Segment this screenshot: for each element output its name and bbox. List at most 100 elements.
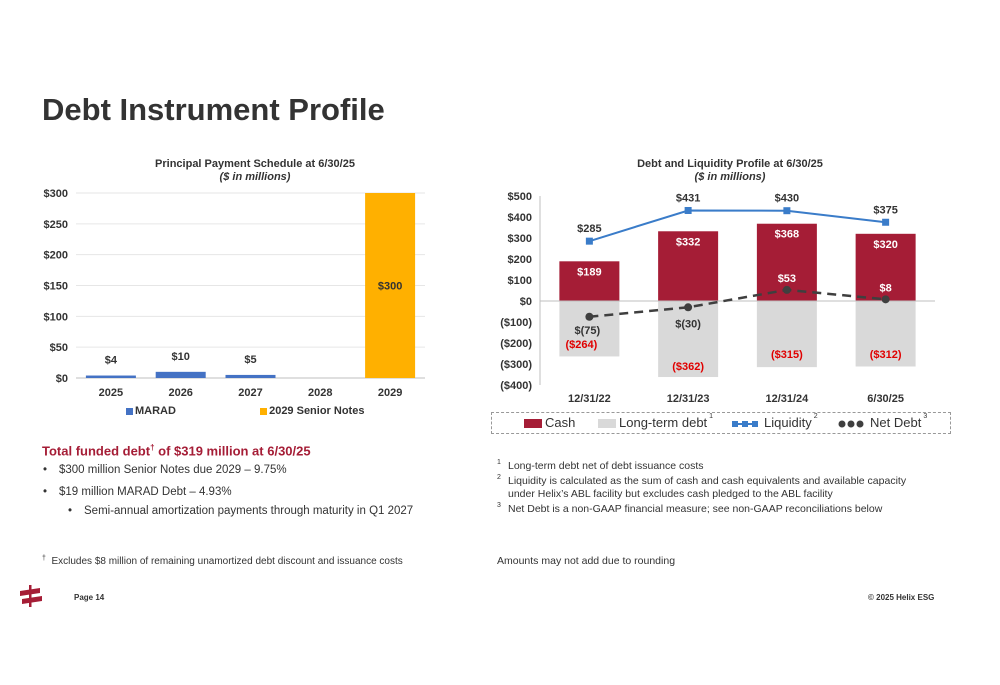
cash-data-label: $368 — [775, 229, 799, 241]
left-chart-title-text: Principal Payment Schedule at 6/30/25 — [155, 158, 355, 170]
y-tick-label: $100 — [44, 311, 68, 323]
legend-item-liquidity: Liquidity 2 — [732, 413, 818, 430]
x-tick-label: 12/31/22 — [568, 393, 611, 405]
cash-data-label: $320 — [873, 239, 897, 251]
bar-long-term-debt — [559, 301, 620, 357]
x-tick-label: 2027 — [238, 387, 262, 399]
net-debt-line — [589, 288, 886, 318]
x-tick-label: 12/31/23 — [667, 393, 710, 405]
liquidity-line — [589, 209, 886, 243]
net-debt-marker — [782, 285, 791, 294]
y-tick-label: $400 — [508, 212, 532, 224]
bar-cash — [855, 233, 916, 301]
bar-long-term-debt — [756, 301, 817, 368]
legend-item-net-debt: Net Debt 3 — [838, 413, 927, 430]
bullet-marad: $19 million MARAD Debt – 4.93% — [43, 486, 232, 498]
rounding-note: Amounts may not add due to rounding — [497, 555, 676, 567]
liquidity-data-label: $430 — [775, 193, 799, 205]
company-logo-icon — [20, 585, 42, 607]
left-chart-legend: MARAD 2029 Senior Notes — [126, 405, 364, 417]
legend-swatch-cash — [524, 419, 542, 429]
y-tick-label: ($200) — [500, 338, 532, 350]
bar-long-term-debt — [855, 301, 916, 367]
net-debt-data-label: $(75) — [575, 325, 601, 337]
y-tick-label: $250 — [44, 219, 68, 231]
y-tick-label: $50 — [50, 342, 68, 354]
net-debt-data-label: $8 — [880, 282, 892, 294]
bar-marad — [155, 371, 206, 378]
copyright: © 2025 Helix ESG — [868, 593, 935, 602]
liquidity-marker — [783, 207, 791, 215]
right-chart-title-text: Debt and Liquidity Profile at 6/30/25 — [637, 158, 823, 170]
cash-data-label: $332 — [676, 236, 700, 248]
liquidity-data-label: $285 — [577, 223, 601, 235]
footnote-3: 3 Net Debt is a non-GAAP financial measur… — [497, 502, 883, 515]
y-tick-label: ($400) — [500, 380, 532, 392]
liquidity-marker — [585, 237, 593, 245]
x-tick-label: 2029 — [378, 387, 402, 399]
footnote-2-cont: under Helix’s ABL facility but excludes … — [508, 488, 833, 500]
cash-data-label: $189 — [577, 266, 601, 278]
data-label: $300 — [378, 281, 402, 293]
y-tick-label: $0 — [520, 296, 532, 308]
dagger-footnote: † Excludes $8 million of remaining unamo… — [42, 555, 403, 567]
legend-item-long-term-debt: Long-term debt 1 — [598, 413, 713, 430]
legend-item-senior-notes: 2029 Senior Notes — [260, 405, 364, 417]
legend-marker-net-debt — [838, 420, 864, 428]
left-chart-title: Principal Payment Schedule at 6/30/25 ($… — [90, 158, 420, 184]
footnote-2: 2 Liquidity is calculated as the sum of c… — [497, 474, 907, 487]
left-chart-subtitle: ($ in millions) — [219, 171, 291, 183]
page-label: Page 14 — [74, 593, 105, 602]
y-tick-label: $300 — [44, 188, 68, 200]
footnote-1: 1 Long-term debt net of debt issuance cos… — [497, 459, 704, 472]
legend-swatch-senior-notes — [260, 407, 268, 415]
x-tick-label: 2028 — [308, 387, 332, 399]
net-debt-marker — [585, 312, 594, 321]
y-tick-label: $200 — [44, 250, 68, 262]
right-chart-subtitle: ($ in millions) — [694, 171, 766, 183]
legend-item-marad: MARAD — [126, 405, 176, 417]
y-tick-label: $100 — [508, 275, 532, 287]
y-tick-label: ($300) — [500, 359, 532, 371]
long-term-debt-data-label: ($362) — [672, 361, 704, 373]
liquidity-marker — [882, 218, 890, 226]
bullet-amortization: Semi-annual amortization payments throug… — [68, 505, 413, 517]
data-label: $4 — [105, 355, 118, 367]
long-term-debt-data-label: ($264) — [565, 339, 597, 351]
bar-long-term-debt — [658, 301, 719, 378]
x-tick-label: 2026 — [168, 387, 192, 399]
legend-swatch-long-term-debt — [598, 419, 616, 429]
legend-item-cash: Cash — [524, 415, 575, 430]
net-debt-data-label: $(30) — [675, 318, 701, 330]
y-tick-label: $0 — [56, 373, 68, 385]
long-term-debt-data-label: ($312) — [870, 349, 902, 361]
y-tick-label: $150 — [44, 281, 68, 293]
data-label: $10 — [172, 351, 190, 363]
bar-marad — [225, 374, 276, 378]
y-tick-label: $500 — [508, 191, 532, 203]
funded-debt-heading: Total funded debt† of $319 million at 6/… — [42, 443, 311, 459]
bar-cash — [658, 231, 719, 301]
x-tick-label: 6/30/25 — [867, 393, 904, 405]
liquidity-data-label: $431 — [676, 192, 700, 204]
net-debt-marker — [881, 295, 890, 304]
liquidity-data-label: $375 — [873, 204, 897, 216]
right-chart-legend: Cash Long-term debt 1 Liquidity 2 Net Debt… — [491, 412, 951, 434]
net-debt-marker — [684, 303, 693, 312]
net-debt-data-label: $53 — [778, 273, 796, 285]
y-tick-label: $200 — [508, 254, 532, 266]
bullet-senior-notes: $300 million Senior Notes due 2029 – 9.7… — [43, 464, 287, 476]
bar-cash — [559, 261, 620, 301]
liquidity-marker — [684, 206, 692, 214]
legend-marker-liquidity — [732, 420, 758, 427]
x-tick-label: 2025 — [99, 387, 123, 399]
bar-marad — [85, 375, 136, 378]
y-tick-label: ($100) — [500, 317, 532, 329]
page-title: Debt Instrument Profile — [42, 92, 385, 127]
right-chart-title: Debt and Liquidity Profile at 6/30/25 ($… — [560, 158, 900, 184]
long-term-debt-data-label: ($315) — [771, 349, 803, 361]
y-tick-label: $300 — [508, 233, 532, 245]
legend-swatch-marad — [126, 407, 133, 415]
